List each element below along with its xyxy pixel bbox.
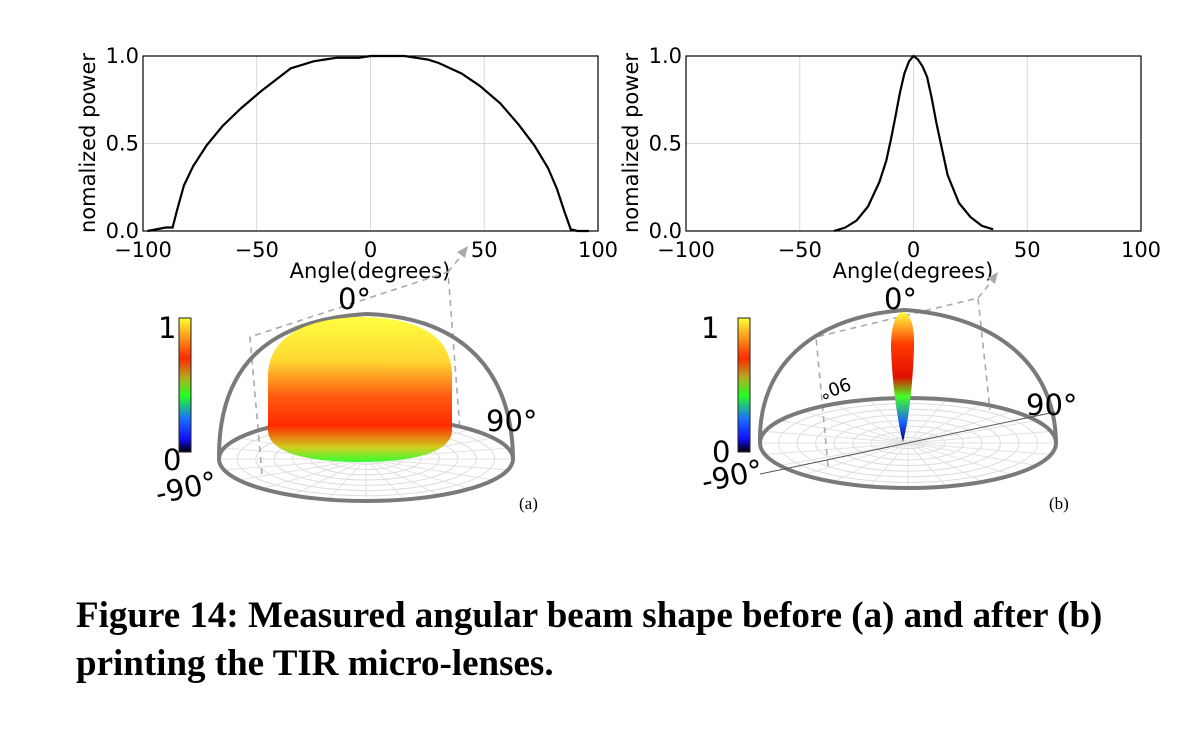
polar-b-axis-line — [759, 411, 1056, 475]
line-chart-a: −100 −50 0 50 100 0.0 0.5 1.0 Angle(degrees) no… — [76, 44, 618, 283]
polar-plot-a: 1 0 0° 90° -90° (a) — [152, 246, 538, 513]
polar-spoke — [907, 442, 947, 487]
chart-a-grid — [142, 55, 599, 232]
x-tick-label: 0 — [907, 238, 920, 262]
polar-b-label-right: 90° — [1026, 388, 1077, 422]
chart-b-series-line — [833, 54, 994, 233]
chart-a-xlabel: Angle(degrees) — [290, 259, 451, 283]
chart-b-ylabel: nomalized power — [619, 53, 643, 233]
polar-a-label-top: 0° — [338, 282, 371, 316]
polar-b-label-inner: 90° — [816, 372, 853, 403]
polar-spoke — [779, 442, 909, 466]
polar-spoke — [292, 458, 367, 496]
polar-spoke — [907, 442, 1013, 476]
y-tick-label: 0.0 — [649, 219, 682, 243]
polar-spoke — [907, 420, 1037, 444]
x-tick-label: 50 — [471, 238, 498, 262]
polar-spoke — [833, 442, 909, 483]
x-tick-label: −100 — [114, 238, 172, 262]
polar-a-cbar-bottom: 0 — [163, 443, 181, 477]
x-tick-label: 100 — [1121, 238, 1161, 262]
chart-a-ylabel: nomalized power — [76, 53, 100, 233]
polar-spoke — [779, 420, 909, 444]
polar-spoke — [803, 410, 909, 444]
polar-a-label-right: 90° — [486, 404, 537, 438]
polar-a-meridian-arc — [216, 311, 515, 460]
polar-spoke — [261, 458, 367, 490]
chart-b-grid — [685, 55, 1142, 232]
x-tick-label: −50 — [235, 238, 279, 262]
figure-caption: Figure 14: Measured angular beam shape b… — [76, 595, 1103, 684]
polar-a-arrow-head — [457, 246, 468, 258]
polar-b-label-left: -90° — [698, 453, 766, 499]
x-tick-label: 100 — [578, 238, 618, 262]
y-tick-label: 0.5 — [106, 132, 139, 156]
polar-spoke — [327, 458, 367, 500]
polar-b-colorbar — [737, 317, 751, 453]
chart-a-series-line — [147, 54, 589, 233]
polar-spoke — [365, 458, 494, 481]
panel-label-b: (b) — [1049, 494, 1069, 513]
polar-b-cbar-top: 1 — [701, 311, 719, 345]
polar-spoke — [907, 430, 1051, 444]
y-tick-label: 1.0 — [106, 44, 139, 68]
polar-b-label-top: 0° — [884, 282, 917, 316]
polar-b-cbar-bottom: 0 — [712, 435, 730, 469]
polar-a-colorbar — [178, 317, 192, 453]
polar-spoke — [803, 442, 909, 476]
chart-b-xlabel: Angle(degrees) — [833, 259, 994, 283]
polar-b-arrow-head — [987, 272, 998, 284]
polar-spoke — [907, 442, 983, 483]
x-tick-label: −100 — [657, 238, 715, 262]
polar-plot-b: 1 0 0° 90° -90° 90° (b) — [698, 272, 1077, 513]
polar-b-beam-lobe — [891, 312, 915, 442]
polar-spoke — [907, 442, 1051, 456]
polar-spoke — [365, 458, 471, 490]
polar-spoke — [365, 458, 405, 500]
polar-b-meridian-arc — [757, 307, 1058, 444]
y-tick-label: 0.5 — [649, 132, 682, 156]
polar-spoke — [238, 458, 367, 481]
x-tick-label: −50 — [778, 238, 822, 262]
polar-spoke — [907, 442, 1037, 466]
polar-spoke — [907, 399, 947, 444]
polar-a-beam-surface — [268, 317, 452, 462]
y-tick-label: 0.0 — [106, 219, 139, 243]
x-tick-label: 50 — [1014, 238, 1041, 262]
chart-a-ticks: −100 −50 0 50 100 0.0 0.5 1.0 — [106, 44, 618, 262]
polar-a-plane — [249, 270, 461, 475]
polar-spoke — [365, 458, 440, 496]
y-tick-label: 1.0 — [649, 44, 682, 68]
polar-spoke — [765, 430, 909, 444]
polar-spoke — [765, 442, 909, 456]
polar-a-cbar-top: 1 — [158, 311, 176, 345]
polar-spoke — [907, 410, 1013, 444]
polar-spoke — [869, 442, 909, 487]
panel-label-a: (a) — [519, 494, 538, 513]
x-tick-label: 0 — [364, 238, 377, 262]
line-chart-b: −100 −50 0 50 100 0.0 0.5 1.0 Angle(degrees) no… — [619, 44, 1161, 283]
polar-spoke — [907, 403, 983, 444]
chart-b-ticks: −100 −50 0 50 100 0.0 0.5 1.0 — [649, 44, 1161, 262]
polar-spoke — [833, 403, 909, 444]
